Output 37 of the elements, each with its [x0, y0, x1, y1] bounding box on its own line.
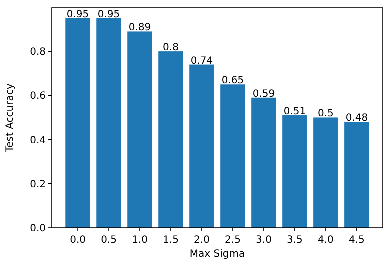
- x-axis-title: Max Sigma: [190, 249, 246, 260]
- y-axis-title: Test Accuracy: [5, 84, 16, 154]
- x-tick-label: 4.5: [349, 235, 365, 246]
- x-tick-label: 3.0: [256, 235, 272, 246]
- data-label: 0.8: [163, 42, 179, 54]
- bar: [220, 84, 246, 228]
- x-tick-label: 2.5: [225, 235, 241, 246]
- data-label: 0.48: [346, 113, 368, 124]
- y-tick-label: 0.4: [30, 135, 46, 146]
- y-tick-label: 0.2: [30, 179, 46, 190]
- bar: [66, 18, 90, 228]
- x-tick-label: 1.0: [132, 235, 148, 246]
- data-label: 0.51: [284, 106, 306, 118]
- bar: [314, 118, 338, 228]
- data-label: 0.74: [190, 56, 214, 67]
- bar: [252, 98, 276, 228]
- data-label: 0.95: [66, 9, 90, 20]
- y-tick-label: 0.0: [30, 224, 46, 234]
- bar: [190, 64, 214, 228]
- bar: [96, 18, 122, 228]
- x-tick-label: 3.5: [287, 235, 303, 246]
- data-label: 0.59: [252, 88, 276, 100]
- bar: [128, 32, 152, 228]
- x-tick-label: 1.5: [163, 235, 179, 246]
- y-tick-label: 0.8: [30, 47, 46, 58]
- x-tick-label: 2.0: [194, 235, 210, 246]
- data-label: 0.5: [318, 108, 334, 120]
- data-label: 0.89: [128, 22, 152, 34]
- x-tick-label: 4.0: [318, 235, 334, 246]
- bar: [344, 122, 370, 228]
- y-tick-label: 0.6: [30, 91, 46, 102]
- data-label: 0.65: [222, 76, 244, 87]
- bar: [282, 116, 308, 228]
- bar: [158, 52, 184, 228]
- x-tick-label: 0.5: [101, 235, 117, 246]
- data-label: 0.95: [98, 9, 120, 20]
- x-tick-label: 0.0: [70, 235, 86, 246]
